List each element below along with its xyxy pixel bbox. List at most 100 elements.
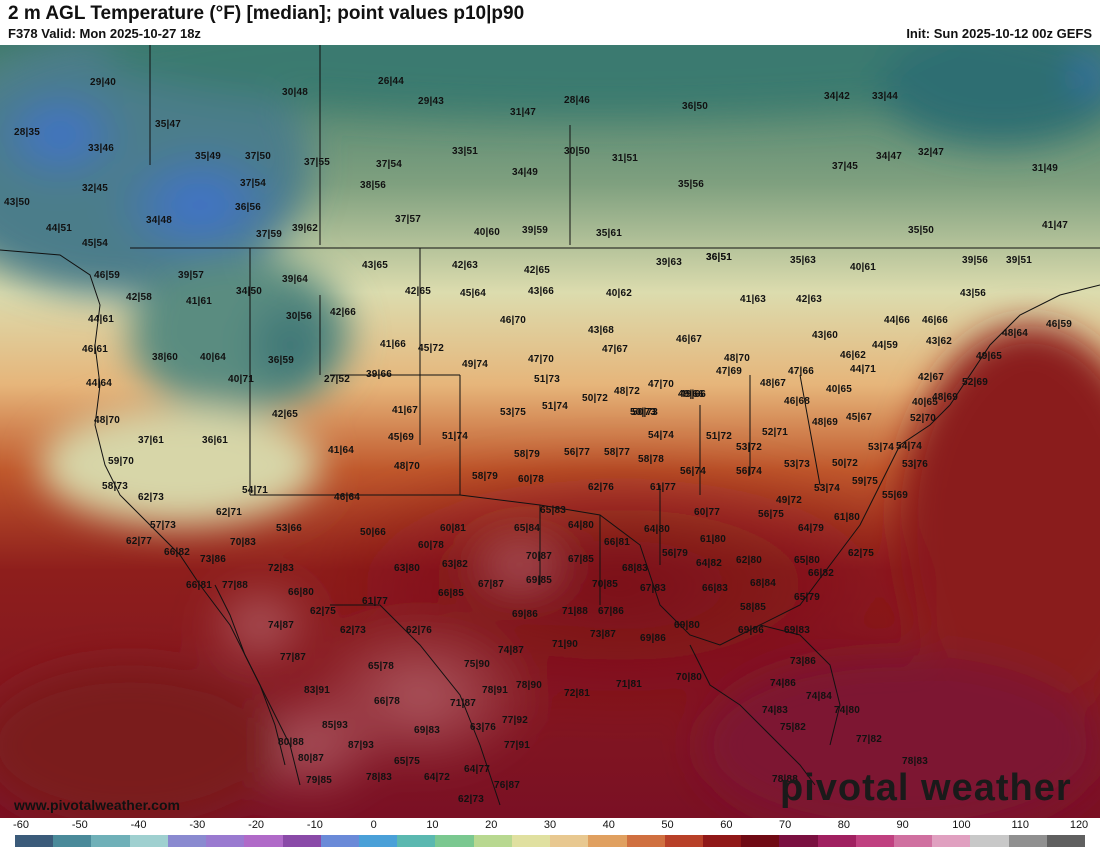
scale-color-swatch: [702, 835, 742, 847]
scale-color-swatch: [129, 835, 168, 847]
point-value-label: 62|73: [138, 492, 165, 503]
scale-color-swatch: [550, 835, 589, 847]
point-value-label: 38|60: [152, 352, 179, 363]
temperature-map[interactable]: 29|40 30|48 26|44 29|43 28|35 35|47 33|46 35|49…: [0, 45, 1100, 818]
point-value-label: 33|51: [452, 146, 479, 157]
scale-color-swatch: [91, 835, 130, 847]
point-value-label: 58|79: [514, 449, 541, 460]
point-value-label: 77|87: [280, 652, 307, 663]
point-value-label: 37|59: [256, 229, 283, 240]
point-value-label: 56|79: [662, 548, 689, 559]
point-value-label: 50|73: [630, 407, 657, 418]
point-value-label: 72|83: [268, 563, 295, 574]
point-value-label: 64|79: [798, 523, 825, 534]
point-value-label: 39|56: [962, 255, 989, 266]
scale-tick-label: -50: [71, 819, 88, 831]
point-value-label: 45|64: [460, 288, 487, 299]
point-value-label: 48|69: [812, 417, 839, 428]
point-value-label: 69|83: [784, 625, 811, 636]
point-value-label: 39|62: [292, 223, 319, 234]
point-value-label: 71|87: [450, 698, 477, 709]
point-value-label: 46|68: [784, 396, 811, 407]
point-value-label: 63|82: [442, 559, 469, 570]
point-value-label: 28|35: [14, 127, 41, 138]
scale-color-swatch: [779, 835, 818, 847]
point-value-label: 34|42: [824, 91, 851, 102]
point-value-label: 62|75: [310, 606, 337, 617]
point-value-label: 74|80: [834, 705, 861, 716]
scale-color-swatch: [473, 835, 512, 847]
point-value-label: 43|62: [926, 336, 953, 347]
point-value-label: 38|56: [360, 180, 387, 191]
point-value-label: 42|66: [330, 307, 357, 318]
point-value-label: 83|91: [304, 685, 331, 696]
point-value-label: 34|48: [146, 215, 173, 226]
point-value-label: 42|67: [918, 372, 945, 383]
point-value-label: 37|54: [376, 159, 403, 170]
point-value-label: 30|48: [282, 87, 309, 98]
point-value-label: 30|50: [564, 146, 591, 157]
point-value-label: 51|72: [706, 431, 733, 442]
point-value-label: 62|73: [340, 625, 367, 636]
point-value-label: 44|71: [850, 364, 877, 375]
point-value-label: 39|66: [366, 369, 393, 380]
scale-color-swatch: [15, 835, 54, 847]
point-value-label: 62|76: [406, 625, 433, 636]
point-value-label: 46|59: [94, 270, 121, 281]
map-header: 2 m AGL Temperature (°F) [median]; point…: [0, 0, 1100, 45]
scale-color-swatch: [358, 835, 398, 847]
point-value-label: 29|40: [90, 77, 117, 88]
website-label[interactable]: www.pivotalweather.com: [14, 797, 180, 813]
scale-color-swatch: [282, 835, 321, 847]
scale-tick-label: -10: [306, 819, 323, 831]
point-value-label: 50|72: [582, 393, 609, 404]
point-value-label: 78|88: [772, 774, 799, 785]
point-value-label: 41|63: [740, 294, 767, 305]
point-value-label: 73|87: [590, 629, 617, 640]
point-value-label: 61|77: [650, 482, 677, 493]
point-value-label: 54|71: [242, 485, 269, 496]
point-value-label: 67|86: [598, 606, 625, 617]
point-value-label: 45|67: [846, 412, 873, 423]
point-value-label: 35|56: [678, 179, 705, 190]
point-value-label: 64|77: [464, 764, 491, 775]
point-value-label: 40|64: [200, 352, 227, 363]
scale-color-swatch: [1008, 835, 1047, 847]
scale-color-swatch: [664, 835, 703, 847]
point-value-label: 44|51: [46, 223, 73, 234]
init-time-label: Init: Sun 2025-10-12 00z GEFS: [906, 26, 1092, 41]
point-value-label: 59|75: [852, 476, 879, 487]
point-value-label: 39|57: [178, 270, 205, 281]
point-value-label: 60|81: [440, 523, 467, 534]
point-value-label: 68|83: [622, 563, 649, 574]
point-value-label: 73|86: [200, 554, 227, 565]
scale-tick-label: 10: [426, 819, 439, 831]
point-value-label: 70|80: [676, 672, 703, 683]
scale-color-swatch: [588, 835, 627, 847]
point-value-label: 27|52: [324, 374, 351, 385]
point-value-label: 48|70: [394, 461, 421, 472]
point-value-label: 46|66: [922, 315, 949, 326]
point-value-label: 61|77: [362, 596, 389, 607]
point-value-label: 50|72: [832, 458, 859, 469]
point-value-label: 44|64: [86, 378, 113, 389]
point-value-label: 67|85: [568, 554, 595, 565]
scale-tick-label: 30: [543, 819, 557, 831]
point-value-label: 77|92: [502, 715, 529, 726]
point-value-label: 78|91: [482, 685, 509, 696]
point-value-label: 53|74: [868, 442, 895, 453]
point-value-label: 41|64: [328, 445, 355, 456]
point-value-label: 44|66: [884, 315, 911, 326]
scale-color-swatch: [511, 835, 551, 847]
point-value-label: 37|57: [395, 214, 422, 225]
point-value-label: 64|80: [568, 520, 595, 531]
point-value-label: 56|74: [680, 466, 707, 477]
point-value-label: 41|66: [380, 339, 407, 350]
point-value-label: 74|83: [762, 705, 789, 716]
point-value-label: 39|63: [656, 257, 683, 268]
point-value-label: 67|83: [640, 583, 667, 594]
point-value-label: 72|81: [564, 688, 591, 699]
point-value-label: 49|66: [680, 389, 707, 400]
point-value-label: 35|61: [596, 228, 623, 239]
point-value-label: 47|70: [528, 354, 555, 365]
